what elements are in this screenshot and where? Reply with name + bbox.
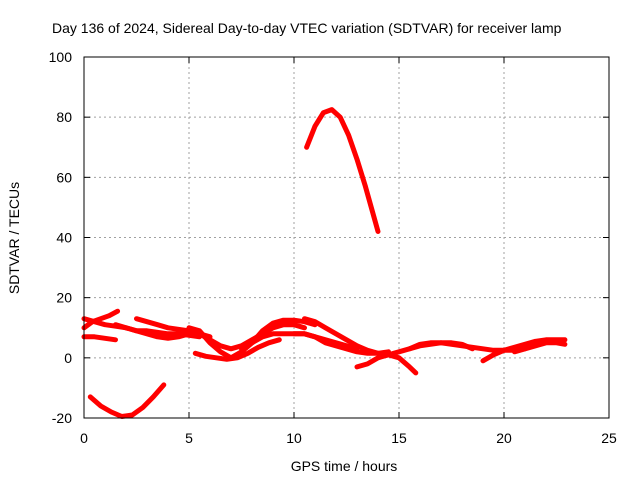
series-arc-4 bbox=[87, 382, 167, 419]
series-arc-12 bbox=[304, 107, 381, 234]
y-axis-title: SDTVAR / TECUs bbox=[6, 182, 22, 294]
series-arc-11 bbox=[291, 331, 419, 376]
y-tick-labels: -20 0 20 40 60 80 100 bbox=[49, 49, 73, 426]
series-arc-15 bbox=[480, 337, 568, 364]
series-arc-16 bbox=[512, 340, 568, 355]
x-axis-title: GPS time / hours bbox=[291, 458, 398, 474]
y-tick-label: 100 bbox=[49, 49, 73, 65]
y-tick-label: 60 bbox=[56, 169, 72, 185]
y-tick-label: 0 bbox=[64, 350, 72, 366]
y-tick-label: 20 bbox=[56, 290, 72, 306]
x-tick-label: 20 bbox=[496, 430, 512, 446]
series-arc-6 bbox=[134, 316, 307, 352]
series-arc-8 bbox=[192, 337, 282, 362]
data-series bbox=[81, 107, 568, 419]
x-tick-label: 10 bbox=[286, 430, 302, 446]
x-tick-label: 15 bbox=[391, 430, 407, 446]
y-tick-label: 40 bbox=[56, 230, 72, 246]
axis-ticks bbox=[83, 56, 610, 419]
x-tick-label: 0 bbox=[80, 430, 88, 446]
chart-title: Day 136 of 2024, Sidereal Day-to-day VTE… bbox=[52, 20, 562, 36]
y-tick-label: -20 bbox=[52, 410, 72, 426]
x-tick-labels: 0 5 10 15 20 25 bbox=[80, 430, 617, 446]
grid-lines bbox=[84, 57, 609, 418]
x-tick-label: 25 bbox=[601, 430, 617, 446]
series-arc-2 bbox=[81, 308, 121, 331]
x-tick-label: 5 bbox=[185, 430, 193, 446]
y-tick-label: 80 bbox=[56, 109, 72, 125]
series-arc-3 bbox=[81, 334, 118, 343]
